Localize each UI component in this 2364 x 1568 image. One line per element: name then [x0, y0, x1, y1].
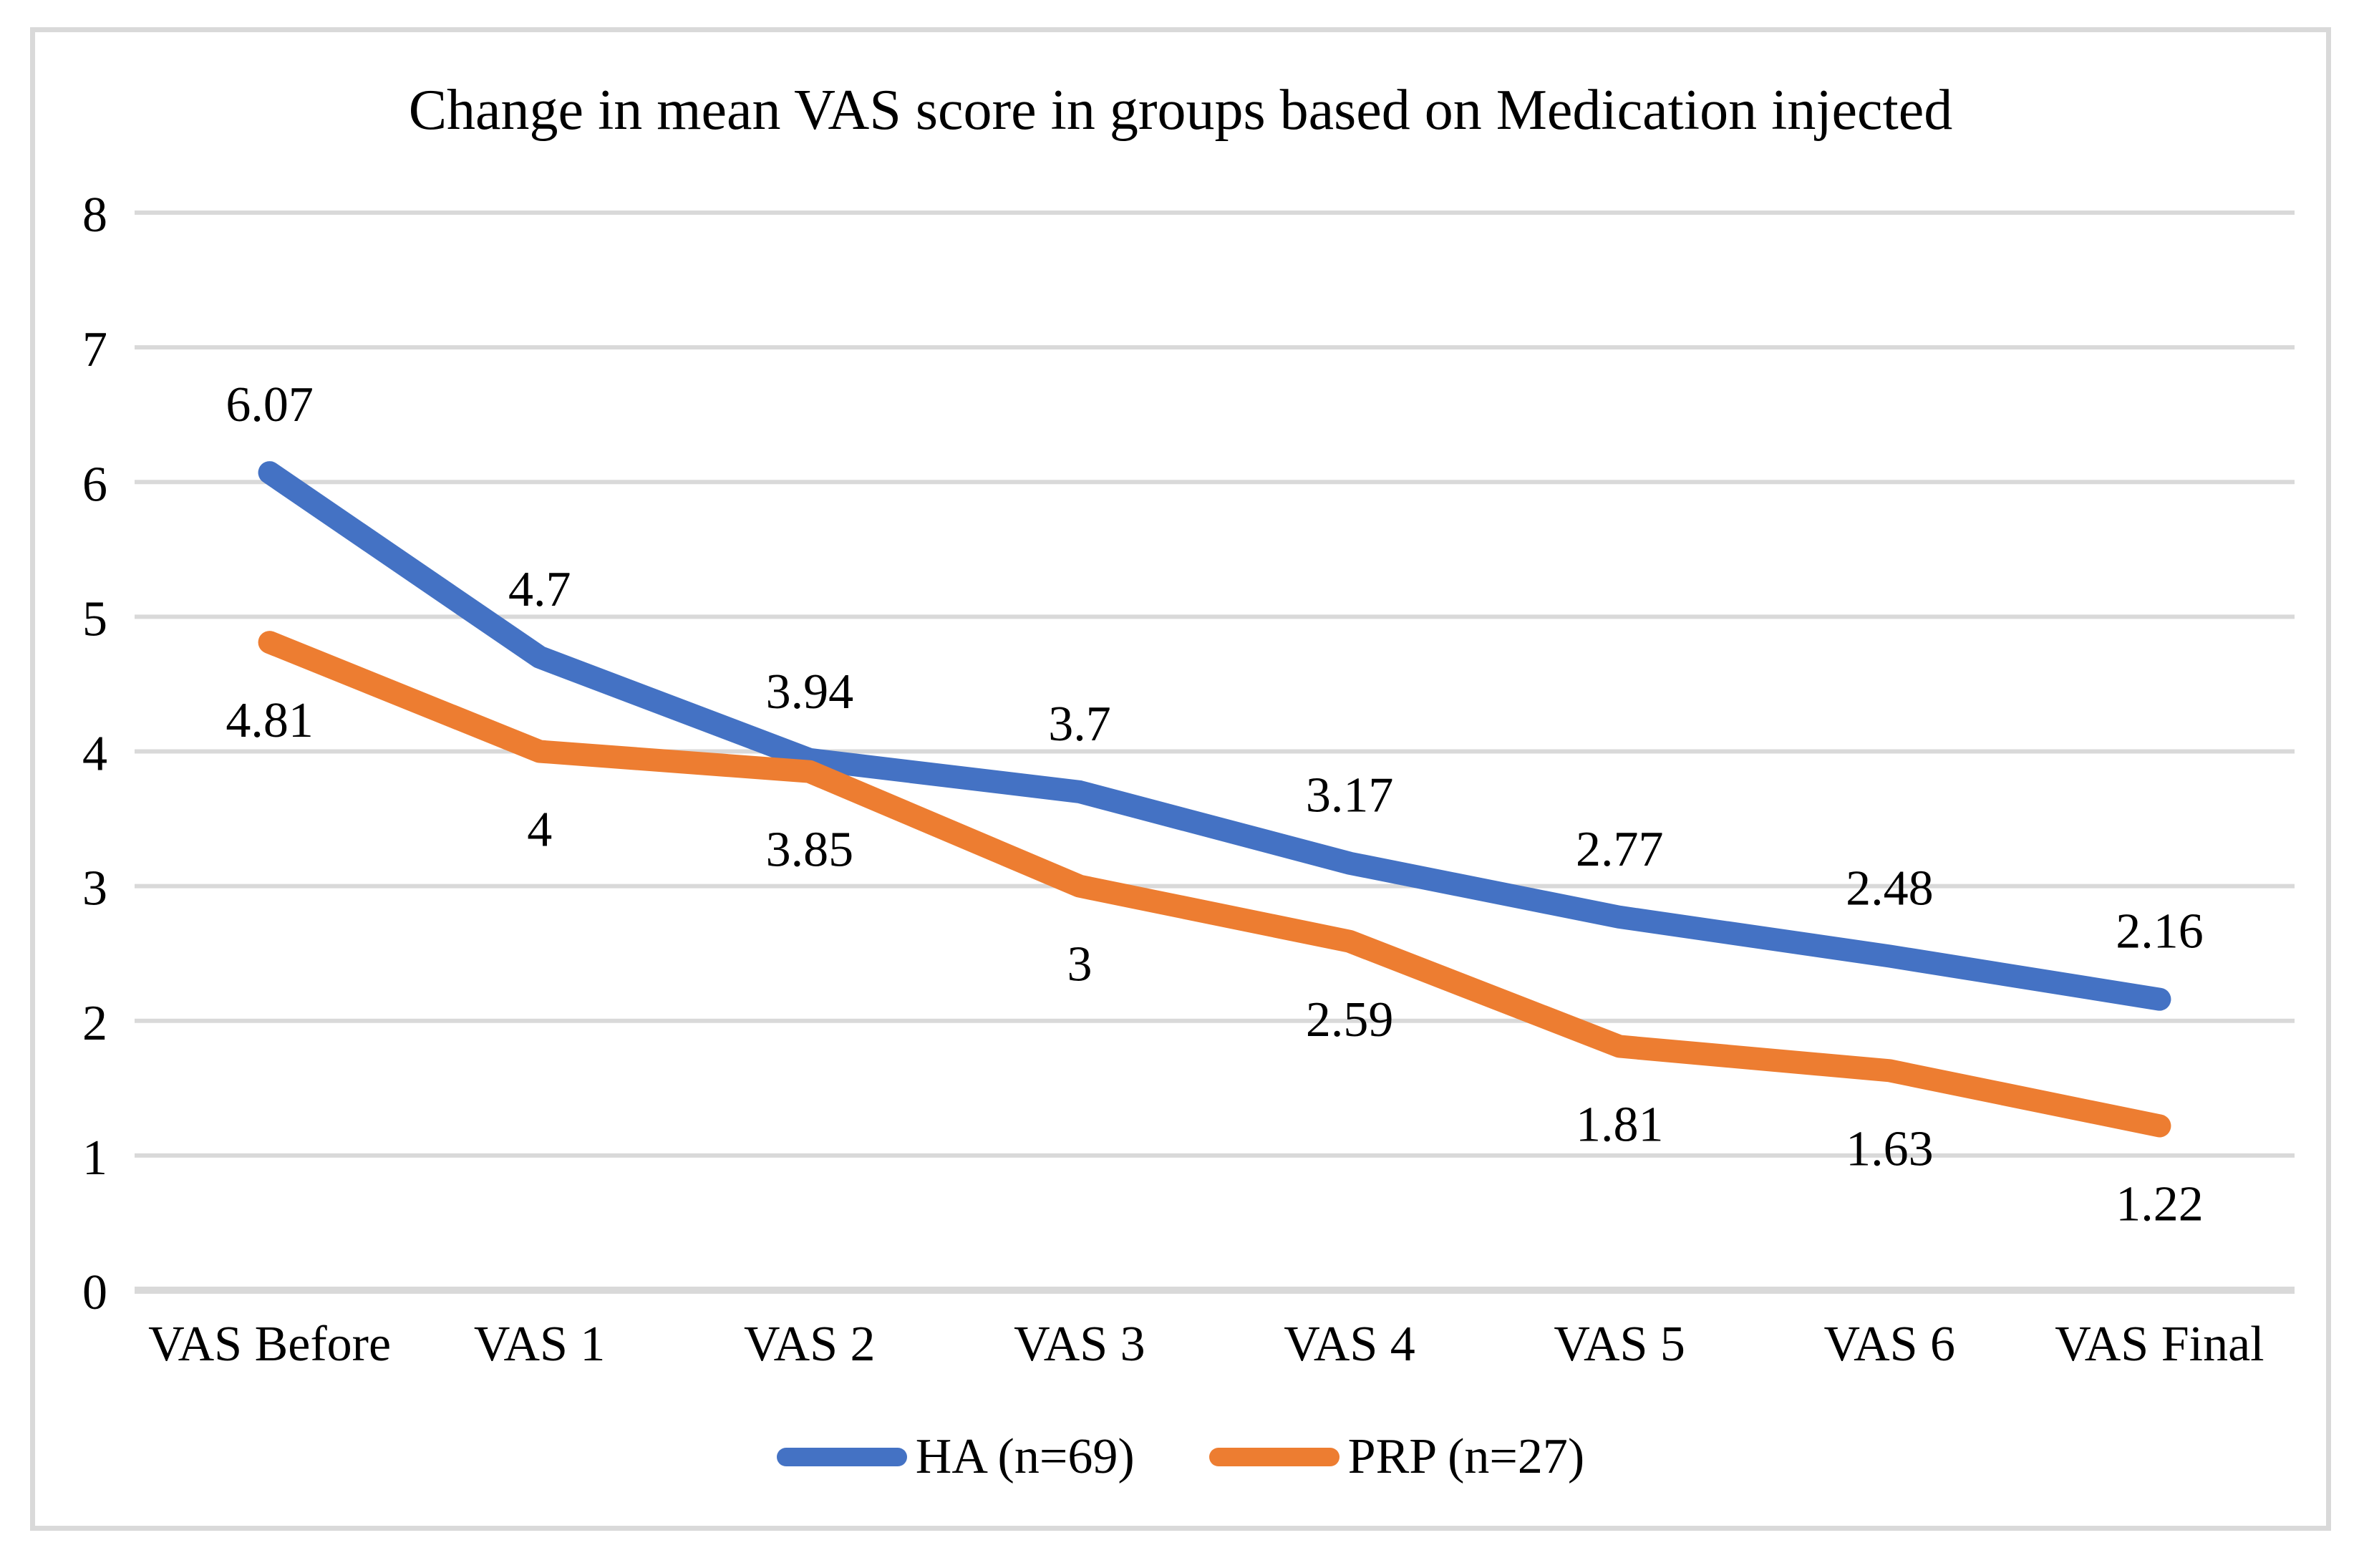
x-category-label: VAS Final	[2055, 1317, 2264, 1372]
chart-frame	[30, 27, 2331, 1531]
chart-title: Change in mean VAS score in groups based…	[408, 79, 1953, 142]
y-tick-label: 4	[82, 727, 107, 782]
data-label-ha: 3.17	[1306, 768, 1394, 823]
legend-label-prp: PRP (n=27)	[1347, 1429, 1585, 1484]
data-label-prp: 2.59	[1306, 992, 1394, 1047]
x-category-label: VAS 2	[744, 1317, 876, 1372]
x-category-label: VAS 5	[1554, 1317, 1685, 1372]
y-tick-label: 3	[82, 861, 107, 916]
x-category-label: VAS Before	[148, 1317, 391, 1372]
data-label-ha: 2.77	[1576, 822, 1664, 877]
y-tick-label: 8	[82, 188, 107, 243]
data-label-ha: 2.16	[2116, 904, 2204, 959]
legend-swatch-prp	[1208, 1448, 1340, 1466]
data-label-ha: 4.7	[508, 562, 571, 617]
legend-item-ha: HA (n=69)	[776, 1428, 1135, 1486]
data-label-prp: 1.63	[1846, 1121, 1934, 1176]
series-line-ha	[258, 461, 2171, 1011]
x-category-label: VAS 4	[1284, 1317, 1415, 1372]
legend-item-prp: PRP (n=27)	[1208, 1428, 1585, 1486]
data-label-prp: 3	[1067, 937, 1092, 992]
y-tick-label: 0	[82, 1265, 107, 1320]
x-category-label: VAS 3	[1014, 1317, 1145, 1372]
chart-legend: HA (n=69) PRP (n=27)	[30, 1428, 2331, 1486]
y-tick-label: 2	[82, 996, 107, 1051]
data-label-prp: 1.22	[2116, 1176, 2204, 1231]
data-label-prp: 4	[527, 803, 552, 858]
y-tick-label: 6	[82, 457, 107, 512]
y-tick-label: 7	[82, 322, 107, 377]
data-label-ha: 3.94	[766, 664, 854, 720]
x-category-label: VAS 1	[474, 1317, 606, 1372]
series-line-prp	[258, 631, 2171, 1138]
data-label-ha: 2.48	[1846, 861, 1934, 916]
legend-swatch-ha	[776, 1448, 907, 1466]
legend-label-ha: HA (n=69)	[915, 1429, 1135, 1484]
x-category-label: VAS 6	[1824, 1317, 1956, 1372]
data-label-prp: 1.81	[1576, 1097, 1664, 1152]
data-label-prp: 4.81	[226, 693, 314, 748]
data-label-ha: 3.7	[1048, 697, 1111, 752]
y-tick-label: 1	[82, 1131, 107, 1186]
data-label-ha: 6.07	[226, 377, 314, 432]
data-label-prp: 3.85	[766, 823, 854, 878]
y-tick-label: 5	[82, 591, 107, 647]
